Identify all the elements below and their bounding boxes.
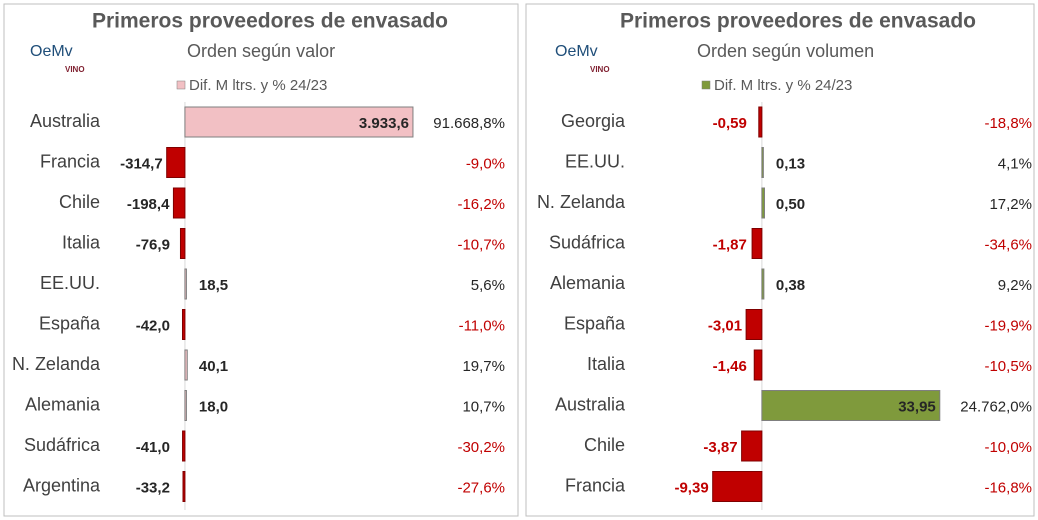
- pct-label: -30,2%: [457, 439, 505, 456]
- category-label: Georgia: [561, 111, 626, 131]
- bar: [182, 471, 186, 502]
- logo-sub: VINO: [65, 65, 85, 74]
- value-label: 0,50: [776, 196, 805, 213]
- category-label: Francia: [40, 151, 101, 171]
- pct-label: -9,0%: [466, 155, 505, 172]
- bar: [758, 106, 763, 138]
- chart-title: Primeros proveedores de envasado: [620, 10, 976, 33]
- pct-label: -10,0%: [984, 439, 1032, 456]
- category-label: España: [39, 313, 101, 333]
- category-label: España: [564, 313, 626, 333]
- category-label: EE.UU.: [565, 151, 625, 171]
- pct-label: -10,5%: [984, 358, 1032, 375]
- bar: [182, 430, 186, 462]
- chart-title: Primeros proveedores de envasado: [92, 10, 448, 33]
- bar: [179, 228, 186, 259]
- category-label: N. Zelanda: [537, 192, 626, 212]
- pct-label: -16,8%: [984, 479, 1032, 496]
- category-label: Chile: [584, 435, 625, 455]
- chart-subtitle: Orden según valor: [187, 41, 335, 61]
- category-label: Australia: [30, 111, 101, 131]
- pct-label: -18,8%: [984, 115, 1032, 132]
- bar: [761, 147, 764, 178]
- panel: [525, 3, 1035, 517]
- bar: [184, 349, 188, 381]
- category-label: Sudáfrica: [24, 435, 101, 455]
- value-label: -314,7: [120, 155, 163, 172]
- pct-label: 24.762,0%: [960, 398, 1032, 415]
- bar: [184, 106, 414, 138]
- pct-label: -19,9%: [984, 317, 1032, 334]
- category-label: EE.UU.: [40, 273, 100, 293]
- value-label: -9,39: [674, 479, 708, 496]
- bar: [184, 268, 187, 300]
- bar: [741, 430, 763, 462]
- value-label: -33,2: [136, 479, 170, 496]
- bar: [761, 187, 766, 219]
- value-label: 3.933,6: [359, 115, 409, 132]
- value-label: -0,59: [713, 115, 747, 132]
- pct-label: 91.668,8%: [433, 115, 505, 132]
- pct-label: 17,2%: [989, 196, 1032, 213]
- category-label: Sudáfrica: [549, 232, 626, 252]
- category-label: N. Zelanda: [12, 354, 101, 374]
- bar: [745, 309, 763, 340]
- category-label: Francia: [565, 475, 626, 495]
- category-label: Australia: [555, 394, 626, 414]
- pct-label: 9,2%: [998, 277, 1032, 294]
- pct-label: 10,7%: [462, 398, 505, 415]
- category-label: Italia: [62, 232, 101, 252]
- legend-swatch: [176, 80, 186, 90]
- value-label: 18,5: [199, 277, 228, 294]
- category-label: Italia: [587, 354, 626, 374]
- value-label: 33,95: [898, 398, 936, 415]
- pct-label: -11,0%: [459, 317, 505, 334]
- pct-label: 19,7%: [462, 358, 505, 375]
- panel: [3, 3, 519, 517]
- value-label: -41,0: [136, 439, 170, 456]
- bar: [172, 187, 186, 219]
- value-label: -198,4: [127, 196, 170, 213]
- bar: [753, 349, 763, 381]
- category-label: Argentina: [23, 475, 101, 495]
- value-label: -3,87: [703, 439, 737, 456]
- logo-text: OeMv: [555, 43, 598, 60]
- pct-label: -27,6%: [457, 479, 505, 496]
- bar: [751, 228, 763, 259]
- value-label: -76,9: [136, 236, 170, 253]
- logo-text: OeMv: [30, 43, 73, 60]
- bar: [181, 309, 186, 340]
- value-label: 40,1: [199, 358, 228, 375]
- bar: [184, 390, 187, 421]
- category-label: Alemania: [25, 394, 101, 414]
- bar: [712, 471, 763, 502]
- pct-label: 4,1%: [998, 155, 1032, 172]
- bar: [166, 147, 186, 178]
- category-label: Chile: [59, 192, 100, 212]
- bar: [761, 268, 765, 300]
- value-label: 18,0: [199, 398, 228, 415]
- pct-label: -10,7%: [457, 236, 505, 253]
- category-label: Alemania: [550, 273, 626, 293]
- logo-sub: VINO: [590, 65, 610, 74]
- legend-label: Dif. M ltrs. y % 24/23: [189, 77, 327, 94]
- pct-label: -16,2%: [457, 196, 505, 213]
- value-label: -1,87: [713, 236, 747, 253]
- legend-swatch: [701, 80, 711, 90]
- value-label: -42,0: [136, 317, 170, 334]
- value-label: -1,46: [713, 358, 747, 375]
- value-label: -3,01: [708, 317, 742, 334]
- legend-label: Dif. M ltrs. y % 24/23: [714, 77, 852, 94]
- chart-subtitle: Orden según volumen: [697, 41, 874, 61]
- pct-label: 5,6%: [471, 277, 505, 294]
- bar: [761, 390, 941, 421]
- pct-label: -34,6%: [984, 236, 1032, 253]
- value-label: 0,13: [776, 155, 805, 172]
- value-label: 0,38: [776, 277, 805, 294]
